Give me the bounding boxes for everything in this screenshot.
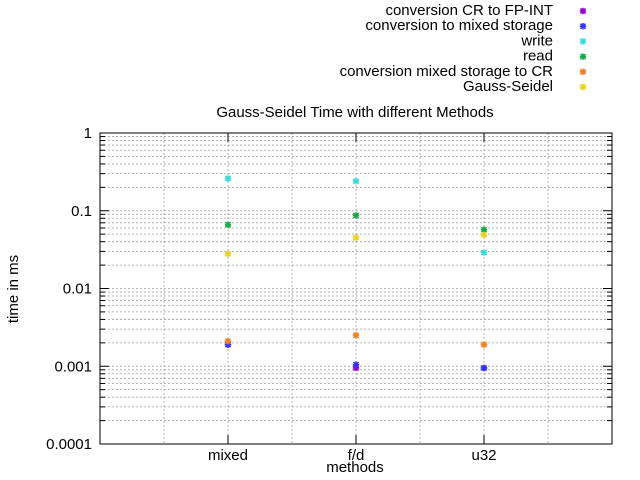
data-point xyxy=(352,212,360,219)
data-point xyxy=(480,231,488,239)
legend-label: conversion mixed storage to CR xyxy=(340,63,554,80)
y-tick-label: 0.001 xyxy=(54,358,92,375)
y-tick-label: 1 xyxy=(84,125,92,142)
data-point xyxy=(480,341,488,348)
x-tick-label: mixed xyxy=(208,447,248,464)
data-points xyxy=(224,175,488,372)
data-point xyxy=(352,361,360,368)
x-axis: mixed f/d u32 xyxy=(208,133,497,464)
legend-marker xyxy=(579,23,587,30)
y-tick-label: 0.1 xyxy=(71,203,92,220)
legend-label: read xyxy=(523,48,553,65)
data-point xyxy=(480,249,488,256)
data-point xyxy=(224,221,232,228)
data-point xyxy=(224,337,232,345)
y-axis: 0.0001 0.001 0.01 0.1 1 xyxy=(46,125,612,453)
legend-marker xyxy=(579,38,587,45)
legend-marker xyxy=(579,68,587,75)
data-point xyxy=(352,332,360,339)
legend-label: conversion to mixed storage xyxy=(365,17,553,34)
x-tick-label: f/d xyxy=(348,447,365,464)
y-tick-label: 0.0001 xyxy=(46,436,92,453)
x-axis-label: methods xyxy=(326,459,384,476)
data-point xyxy=(224,250,232,257)
y-tick-label: 0.01 xyxy=(63,281,92,298)
y-axis-label: time in ms xyxy=(5,255,22,323)
legend-marker xyxy=(579,53,587,60)
data-point xyxy=(352,177,360,185)
chart-title: Gauss-Seidel Time with different Methods xyxy=(216,104,493,121)
legend-label: Gauss-Seidel xyxy=(463,78,553,95)
data-point xyxy=(224,175,232,182)
legend-label: conversion CR to FP-INT xyxy=(385,2,553,19)
legend-marker xyxy=(579,7,587,15)
legend-label: write xyxy=(520,32,553,49)
x-tick-label: u32 xyxy=(471,447,496,464)
legend-marker xyxy=(579,83,587,91)
data-point xyxy=(480,364,488,372)
data-point xyxy=(352,234,360,241)
